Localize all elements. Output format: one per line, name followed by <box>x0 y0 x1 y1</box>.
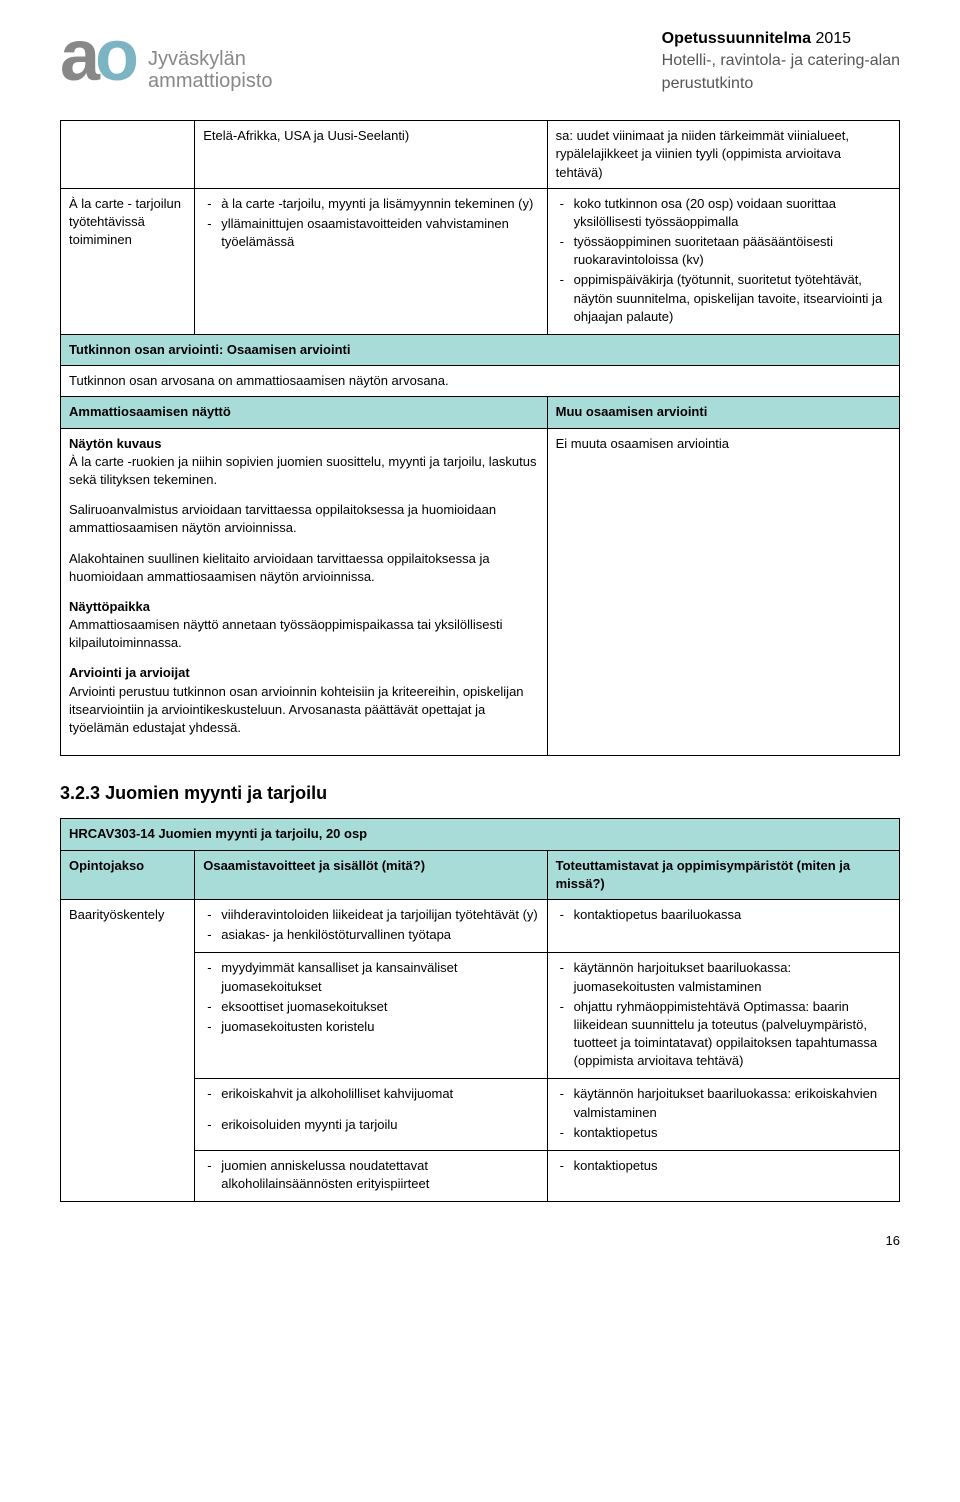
section-number: 3.2.3 <box>60 783 100 803</box>
table-row: Ammattiosaamisen näyttö Muu osaamisen ar… <box>61 397 900 428</box>
bullet-list: viihderavintoloiden liikeideat ja tarjoi… <box>203 906 538 944</box>
cell: käytännön harjoitukset baariluokassa: ju… <box>547 953 899 1079</box>
logo: a o Jyväskylän ammattiopisto <box>60 20 273 92</box>
para: Alakohtainen suullinen kielitaito arvioi… <box>69 550 539 586</box>
page-number: 16 <box>60 1232 900 1250</box>
para: Arviointi ja arvioijatArviointi perustuu… <box>69 664 539 737</box>
cell: Näytön kuvausÀ la carte -ruokien ja niih… <box>61 428 548 756</box>
logo-ao-icon: a o <box>60 24 134 89</box>
list-item: eksoottiset juomasekoitukset <box>203 998 538 1016</box>
table-row: Etelä-Afrikka, USA ja Uusi-Seelanti) sa:… <box>61 121 900 189</box>
cell: erikoiskahvit ja alkoholilliset kahvijuo… <box>195 1079 547 1151</box>
table-row: Baarityöskentely viihderavintoloiden lii… <box>61 899 900 952</box>
bullet-list: koko tutkinnon osa (20 osp) voidaan suor… <box>556 195 891 326</box>
list-item: kontaktiopetus baariluokassa <box>556 906 891 924</box>
list-item: koko tutkinnon osa (20 osp) voidaan suor… <box>556 195 891 231</box>
para: Saliruoanvalmistus arvioidaan tarvittaes… <box>69 501 539 537</box>
logo-text: Jyväskylän ammattiopisto <box>148 48 273 92</box>
bullet-list: käytännön harjoitukset baariluokassa: ju… <box>556 959 891 1070</box>
list-item: viihderavintoloiden liikeideat ja tarjoi… <box>203 906 538 924</box>
table-row: Tutkinnon osan arvosana on ammattiosaami… <box>61 366 900 397</box>
section-heading: 3.2.3 Juomien myynti ja tarjoilu <box>60 781 900 806</box>
cell: sa: uudet viinimaat ja niiden tärkeimmät… <box>547 121 899 189</box>
cell: Etelä-Afrikka, USA ja Uusi-Seelanti) <box>195 121 547 189</box>
cell: käytännön harjoitukset baariluokassa: er… <box>547 1079 899 1151</box>
header-right: Opetussuunnitelma 2015 Hotelli-, ravinto… <box>662 28 900 95</box>
list-item: oppimispäiväkirja (työtunnit, suoritetut… <box>556 271 891 326</box>
table-row: Tutkinnon osan arviointi: Osaamisen arvi… <box>61 335 900 366</box>
section-title: Juomien myynti ja tarjoilu <box>105 783 327 803</box>
list-item: erikoiskahvit ja alkoholilliset kahvijuo… <box>203 1085 538 1103</box>
list-item: ohjattu ryhmäoppimistehtävä Optimassa: b… <box>556 998 891 1071</box>
list-item: työssäoppiminen suoritetaan pääsääntöise… <box>556 233 891 269</box>
para: Näytön kuvausÀ la carte -ruokien ja niih… <box>69 435 539 490</box>
bullet-list: erikoisoluiden myynti ja tarjoilu <box>203 1116 538 1134</box>
course-title-cell: HRCAV303-14 Juomien myynti ja tarjoilu, … <box>61 819 900 850</box>
cell: à la carte -tarjoilu, myynti ja lisämyyn… <box>195 188 547 334</box>
cell: koko tutkinnon osa (20 osp) voidaan suor… <box>547 188 899 334</box>
table-row: HRCAV303-14 Juomien myynti ja tarjoilu, … <box>61 819 900 850</box>
cell: Tutkinnon osan arvosana on ammattiosaami… <box>61 366 900 397</box>
list-item: asiakas- ja henkilöstöturvallinen työtap… <box>203 926 538 944</box>
list-item: erikoisoluiden myynti ja tarjoilu <box>203 1116 538 1134</box>
list-item: à la carte -tarjoilu, myynti ja lisämyyn… <box>203 195 538 213</box>
cell: À la carte - tarjoilun työtehtävissä toi… <box>61 188 195 334</box>
logo-org-1: Jyväskylän <box>148 48 273 70</box>
bullet-list: kontaktiopetus <box>556 1157 891 1175</box>
cell: juomien anniskelussa noudatettavat alkoh… <box>195 1151 547 1202</box>
list-item: kontaktiopetus <box>556 1157 891 1175</box>
cell: viihderavintoloiden liikeideat ja tarjoi… <box>195 899 547 952</box>
bullet-list: erikoiskahvit ja alkoholilliset kahvijuo… <box>203 1085 538 1103</box>
cell: kontaktiopetus baariluokassa <box>547 899 899 952</box>
list-item: juomasekoitusten koristelu <box>203 1018 538 1036</box>
list-item: myydyimmät kansalliset ja kansainväliset… <box>203 959 538 995</box>
logo-letter-o: o <box>95 24 134 89</box>
logo-org-2: ammattiopisto <box>148 70 273 92</box>
cell <box>61 121 195 189</box>
header-title: Opetussuunnitelma 2015 <box>662 28 900 50</box>
list-item: juomien anniskelussa noudatettavat alkoh… <box>203 1157 538 1193</box>
cell-header: Muu osaamisen arviointi <box>547 397 899 428</box>
page-header: a o Jyväskylän ammattiopisto Opetussuunn… <box>60 20 900 95</box>
cell: kontaktiopetus <box>547 1151 899 1202</box>
cell: Baarityöskentely <box>61 899 195 1201</box>
logo-letter-a: a <box>60 24 95 89</box>
cell-header: Ammattiosaamisen näyttö <box>61 397 548 428</box>
list-item: yllämainittujen osaamistavoitteiden vahv… <box>203 215 538 251</box>
table-assessment: Etelä-Afrikka, USA ja Uusi-Seelanti) sa:… <box>60 120 900 756</box>
section-heading-cell: Tutkinnon osan arviointi: Osaamisen arvi… <box>61 335 900 366</box>
bullet-list: kontaktiopetus baariluokassa <box>556 906 891 924</box>
bullet-list: juomien anniskelussa noudatettavat alkoh… <box>203 1157 538 1193</box>
list-item: käytännön harjoitukset baariluokassa: er… <box>556 1085 891 1121</box>
table-row: À la carte - tarjoilun työtehtävissä toi… <box>61 188 900 334</box>
header-subtitle-1: Hotelli-, ravintola- ja catering-alan <box>662 50 900 72</box>
header-subtitle-2: perustutkinto <box>662 73 900 95</box>
table-course: HRCAV303-14 Juomien myynti ja tarjoilu, … <box>60 818 900 1202</box>
list-item: kontaktiopetus <box>556 1124 891 1142</box>
table-row: Näytön kuvausÀ la carte -ruokien ja niih… <box>61 428 900 756</box>
list-item: käytännön harjoitukset baariluokassa: ju… <box>556 959 891 995</box>
bullet-list: käytännön harjoitukset baariluokassa: er… <box>556 1085 891 1142</box>
column-header: Toteuttamistavat ja oppimisympäristöt (m… <box>547 850 899 899</box>
column-header: Osaamistavoitteet ja sisällöt (mitä?) <box>195 850 547 899</box>
table-row: Opintojakso Osaamistavoitteet ja sisällö… <box>61 850 900 899</box>
bullet-list: myydyimmät kansalliset ja kansainväliset… <box>203 959 538 1036</box>
bullet-list: à la carte -tarjoilu, myynti ja lisämyyn… <box>203 195 538 252</box>
column-header: Opintojakso <box>61 850 195 899</box>
cell: Ei muuta osaamisen arviointia <box>547 428 899 756</box>
cell: myydyimmät kansalliset ja kansainväliset… <box>195 953 547 1079</box>
para: NäyttöpaikkaAmmattiosaamisen näyttö anne… <box>69 598 539 653</box>
